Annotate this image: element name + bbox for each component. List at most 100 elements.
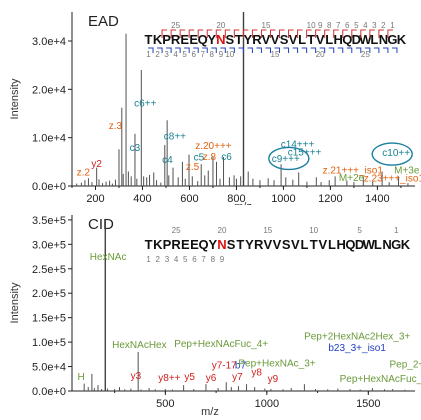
c1-sequence-residue: L [374,237,382,252]
c1-y-tick-label: 0.0e+0 [32,386,66,398]
c0-sequence-residue: T [307,32,315,47]
c0-x-tick-label: 800 [227,193,245,205]
c1-bottom-position-number: 3 [165,255,170,264]
c1-bottom-position-number: 7 [201,255,206,264]
c1-peak-label: Pep+HexNAcFuc_4+ [174,339,268,350]
c0-peak-label: c6 [221,152,232,163]
c1-bottom-position-number: 4 [174,255,179,264]
c1-sequence-residue: V [263,237,272,252]
c1-bottom-position-number: 8 [211,255,216,264]
c0-bottom-position-number: 25 [361,50,370,59]
c1-sequence-residue: R [254,237,264,252]
c1-sequence-residue: P [163,237,172,252]
c1-sequence-residue: R [171,237,181,252]
c0-bottom-fragment-mark [301,47,308,53]
c0-top-fragment-mark [288,29,294,38]
c0-bottom-fragment-mark [148,47,154,53]
c1-sequence-residue: W [363,237,376,252]
c1-sequence-residue: V [319,237,328,252]
c0-top-fragment-mark [342,29,348,38]
c0-peak-label: c9+++ [272,154,300,165]
c0-top-position-number: 4 [363,21,368,30]
c0-bottom-position-number: 3 [164,50,169,59]
c0-bottom-fragment-mark [310,47,317,53]
c0-peak-label: z.23+++_iso1 [364,174,421,185]
c1-y-tick-label: 2.5e+5 [32,264,66,276]
c0-top-fragment-mark [269,29,276,38]
c0-sequence-residue: Y [207,32,216,47]
c1-sequence-residue: Y [245,237,254,252]
c1-chart-title: CID [88,216,114,233]
c0-top-fragment-mark [324,29,330,38]
c0-bottom-fragment-mark [202,47,208,53]
c0-sequence-residue: L [370,32,378,47]
c1-sequence-residue: L [301,237,309,252]
c1-peak-label: b23_3+_iso1 [328,343,386,354]
c0-bottom-position-number: 20 [316,50,325,59]
c0-bottom-fragment-mark [346,47,353,53]
c0-sequence-residue: S [225,32,234,47]
c0-top-fragment-mark [360,29,366,38]
c0-sequence-residue: P [162,32,171,47]
c0-bottom-position-number: 2 [155,50,160,59]
c0-top-fragment-mark [279,29,285,38]
c1-top-position-number: 25 [172,226,181,235]
c0-x-tick-label: 1000 [271,193,295,205]
c0-top-position-number: 20 [216,21,225,30]
c1-y-tick-label: 1.0e+5 [32,337,66,349]
c0-x-tick-label: 600 [180,193,198,205]
c0-sequence-residue: G [387,32,397,47]
c0-bottom-position-number: 1 [146,50,151,59]
c1-y-tick-label: 3.5e+5 [32,215,66,227]
c0-x-tick-label: 1400 [365,193,389,205]
c0-top-fragment-mark [233,29,240,38]
c1-sequence-residue: Q [345,237,355,252]
c1-bottom-position-number: 1 [146,255,151,264]
c1-peak-label: y7-17 [212,361,237,372]
c1-peak-label: Pep+2HexNAc2Hex_3+ [304,332,410,343]
c1-peak-label: b7 [235,361,247,372]
c0-top-fragment-mark [188,29,195,38]
c1-top-position-number: 10 [309,226,318,235]
c0-peak-label: y2 [91,159,102,170]
c0-bottom-fragment-mark [292,47,299,53]
cid-spectrum-chart: CID Intensity 0.0e+0 5.0e+4 1.0e+5 1.5e+5 2.0e… [9,215,421,418]
c1-x-axis-label: m/z [201,406,219,415]
c1-y-tick-label: 3.0e+5 [32,239,66,251]
c0-sequence-residue: K [397,32,407,47]
c1-top-position-number: 5 [357,226,362,235]
c0-top-fragment-mark [224,29,231,38]
c1-peak-label: y5 [184,372,195,383]
c0-top-position-number: 5 [354,21,359,30]
c1-x-tick-label: 1000 [255,398,279,410]
c0-top-fragment-mark [387,29,393,38]
c1-sequence-residue: L [328,237,336,252]
c0-top-position-number: 25 [171,21,180,30]
c0-top-position-number: 8 [327,21,332,30]
c0-bottom-fragment-mark [211,47,217,53]
c0-bottom-fragment-mark [391,47,398,53]
c0-x-tick-label: 200 [86,193,104,205]
ead-spectrum-chart: EAD Intensity 0.0e+0 1.0e+4 2.0e+4 3.0e+4 200 4… [9,12,421,213]
c1-bottom-position-number: 6 [192,255,197,264]
c1-x-tick-label: 500 [156,398,174,410]
c0-top-fragment-mark [170,29,177,38]
c0-top-fragment-mark [260,29,267,38]
c0-top-position-number: 2 [381,21,386,30]
c0-peak-label: z.5 [186,162,200,173]
c0-peak-label: c10++ [382,148,410,159]
c0-top-position-number: 1 [390,21,395,30]
c0-top-fragment-mark [197,29,204,38]
c0-top-position-number: 6 [345,21,350,30]
c1-sequence-residue: S [282,237,291,252]
c1-sequence-residue: V [273,237,282,252]
c0-bottom-position-number: 7 [200,50,205,59]
c1-sequence-residue: E [190,237,199,252]
c1-sequence-residue: T [310,237,318,252]
c0-peak-label: c8++ [164,132,186,143]
c0-peak-label: c6++ [134,98,156,109]
c0-bottom-fragment-mark [373,47,380,53]
c1-sequence-residue: N [217,237,226,252]
c0-bottom-position-number: 4 [173,50,178,59]
c0-top-fragment-mark [215,29,222,38]
